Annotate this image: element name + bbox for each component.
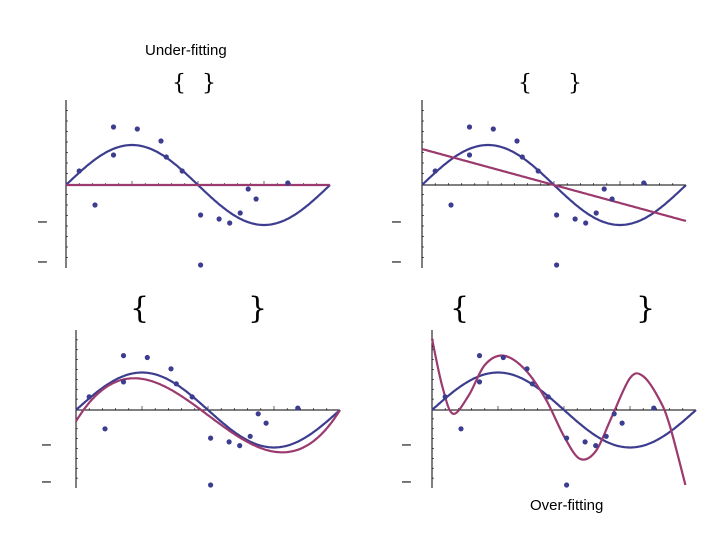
data-point	[490, 126, 496, 132]
brace-left: {	[518, 71, 532, 96]
data-point	[519, 154, 525, 160]
brace-right: }	[568, 71, 582, 96]
data-point	[255, 411, 261, 417]
data-point	[458, 426, 464, 432]
data-point	[237, 210, 243, 216]
fit-curve-line	[430, 338, 687, 486]
data-point	[572, 216, 578, 222]
brace-left: {	[450, 291, 469, 326]
data-point	[619, 420, 625, 426]
data-point	[208, 482, 214, 488]
data-point	[92, 202, 98, 208]
data-point	[564, 435, 570, 441]
fit-curve-line	[421, 147, 687, 223]
data-point	[198, 212, 204, 218]
data-point	[237, 443, 243, 449]
data-point	[120, 353, 127, 359]
data-point	[163, 154, 169, 160]
data-point	[76, 168, 82, 174]
y-tick-label: –	[38, 253, 47, 270]
data-point	[466, 124, 473, 130]
data-point	[593, 443, 599, 449]
data-point	[583, 220, 589, 226]
data-point	[593, 210, 599, 216]
data-point	[448, 202, 454, 208]
y-tick-label: –	[42, 436, 51, 453]
data-point	[247, 433, 253, 439]
data-point	[110, 152, 117, 158]
data-point	[173, 381, 179, 387]
data-point	[535, 168, 541, 174]
data-point	[102, 426, 108, 432]
data-point	[120, 379, 127, 385]
y-tick-label: –	[402, 436, 411, 453]
brace-right: }	[248, 291, 267, 326]
data-point	[168, 366, 174, 372]
true-curve-line	[431, 371, 697, 449]
data-point	[603, 433, 609, 439]
data-point	[227, 220, 233, 226]
data-point	[442, 394, 448, 400]
data-point	[216, 216, 222, 222]
fit-curve-line	[75, 377, 341, 454]
data-point	[476, 353, 483, 359]
data-point	[545, 394, 551, 400]
data-point	[524, 366, 530, 372]
data-point	[432, 168, 438, 174]
data-point	[500, 354, 506, 361]
data-point	[245, 186, 251, 192]
under-fitting-caption: Under-fitting	[145, 42, 227, 59]
data-point	[466, 152, 473, 158]
data-point	[285, 180, 291, 186]
data-point	[554, 212, 560, 218]
y-tick-label: –	[392, 213, 401, 230]
data-point	[641, 180, 647, 186]
y-tick-label: –	[392, 253, 401, 270]
data-point	[144, 354, 150, 361]
data-point	[86, 394, 92, 400]
data-point	[476, 379, 483, 385]
data-point	[158, 138, 164, 144]
data-point	[295, 405, 301, 411]
brace-left: {	[130, 291, 149, 326]
data-point	[253, 196, 259, 202]
data-point	[651, 405, 657, 411]
data-point	[134, 126, 140, 132]
data-point	[582, 439, 588, 445]
data-point	[514, 138, 520, 144]
data-point	[601, 186, 607, 192]
data-point	[179, 168, 185, 174]
data-point	[208, 435, 214, 441]
data-point	[110, 124, 117, 130]
y-tick-label: –	[38, 213, 47, 230]
data-point	[609, 196, 615, 202]
data-point	[198, 262, 204, 268]
y-tick-label: –	[402, 473, 411, 490]
true-curve-line	[75, 371, 341, 449]
y-tick-label: –	[42, 473, 51, 490]
data-point	[189, 394, 195, 400]
data-point	[554, 262, 560, 268]
brace-left: {	[172, 71, 186, 96]
brace-right: }	[636, 291, 655, 326]
over-fitting-caption: Over-fitting	[530, 497, 604, 514]
data-point	[529, 381, 535, 387]
data-point	[263, 420, 269, 426]
brace-right: }	[202, 71, 216, 96]
data-point	[564, 482, 570, 488]
data-point	[226, 439, 232, 445]
data-point	[611, 411, 617, 417]
